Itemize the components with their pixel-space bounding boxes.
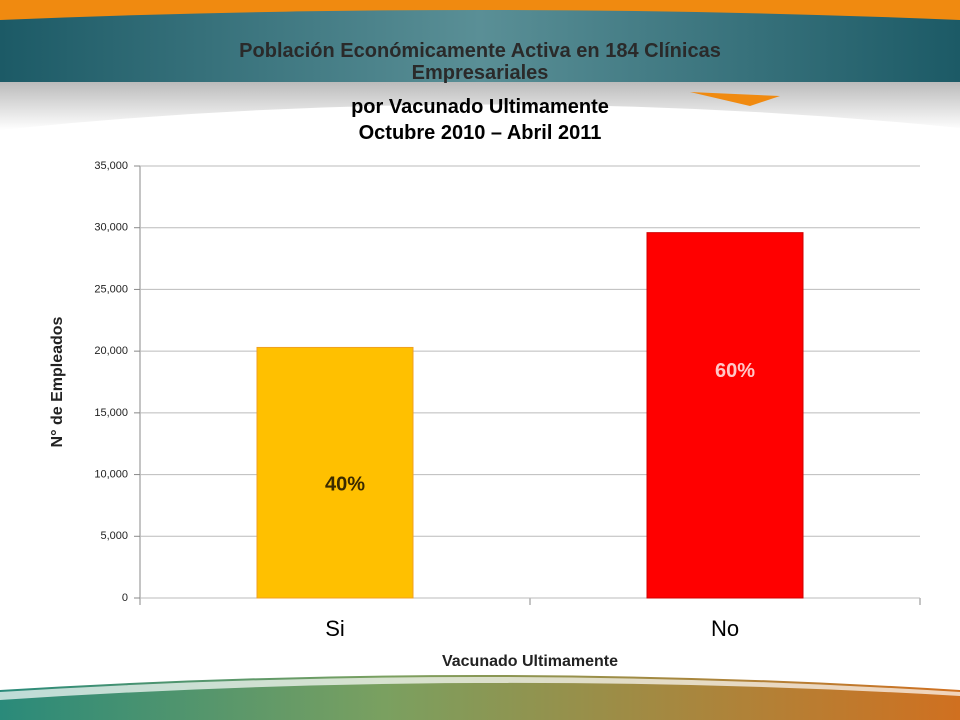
footer-wave [0, 677, 960, 700]
bar [256, 346, 414, 599]
y-tick-label: 5,000 [100, 530, 128, 542]
y-tick-label: 25,000 [94, 283, 128, 295]
y-tick-label: 10,000 [94, 468, 128, 480]
x-tick-label: No [711, 616, 739, 641]
y-tick-label: 15,000 [94, 407, 128, 419]
chart-subtitle: por Vacunado Ultimamente [351, 96, 609, 118]
chart-subtitle: Octubre 2010 – Abril 2011 [358, 122, 602, 144]
y-axis-label: N° de Empleados [49, 316, 66, 447]
header-band [0, 10, 960, 82]
bar [646, 232, 804, 599]
header-accent [690, 92, 780, 106]
y-tick-label: 35,000 [94, 160, 128, 172]
y-tick-label: 0 [122, 592, 128, 604]
x-axis-label: Vacunado Ultimamente [442, 653, 618, 670]
bar-annotation: 60% [715, 360, 755, 382]
y-tick-label: 20,000 [94, 345, 128, 357]
bar-annotation: 40% [325, 474, 365, 496]
y-tick-label: 30,000 [94, 222, 128, 234]
chart-title: Población Económicamente Activa en 184 C… [239, 40, 721, 84]
x-tick-label: Si [325, 616, 345, 641]
